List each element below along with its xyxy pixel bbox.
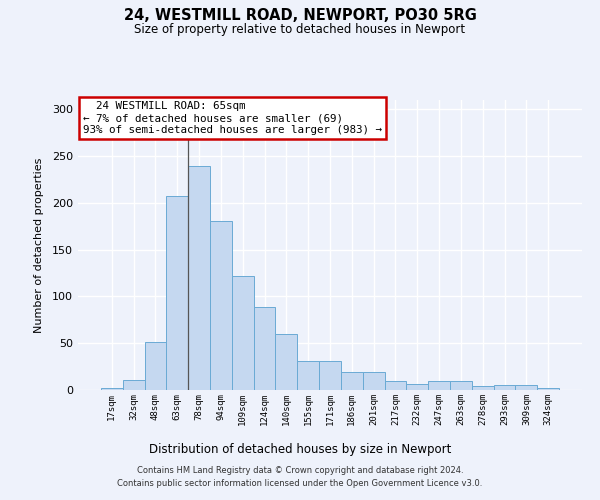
Bar	[428, 380, 450, 390]
Bar	[210, 220, 232, 390]
Bar	[188, 166, 210, 390]
Bar	[472, 386, 494, 390]
Bar	[123, 380, 145, 390]
Bar	[319, 361, 341, 390]
Bar	[297, 361, 319, 390]
Bar	[341, 372, 363, 390]
Bar	[232, 276, 254, 390]
Bar	[406, 384, 428, 390]
Text: Contains HM Land Registry data © Crown copyright and database right 2024.
Contai: Contains HM Land Registry data © Crown c…	[118, 466, 482, 487]
Bar	[166, 196, 188, 390]
Bar	[275, 334, 297, 390]
Bar	[385, 380, 406, 390]
Bar	[363, 372, 385, 390]
Bar	[494, 386, 515, 390]
Bar	[101, 388, 123, 390]
Text: 24 WESTMILL ROAD: 65sqm
← 7% of detached houses are smaller (69)
93% of semi-det: 24 WESTMILL ROAD: 65sqm ← 7% of detached…	[83, 102, 382, 134]
Bar	[515, 386, 537, 390]
Bar	[254, 306, 275, 390]
Text: Distribution of detached houses by size in Newport: Distribution of detached houses by size …	[149, 442, 451, 456]
Text: Size of property relative to detached houses in Newport: Size of property relative to detached ho…	[134, 22, 466, 36]
Bar	[450, 380, 472, 390]
Bar	[537, 388, 559, 390]
Text: 24, WESTMILL ROAD, NEWPORT, PO30 5RG: 24, WESTMILL ROAD, NEWPORT, PO30 5RG	[124, 8, 476, 22]
Y-axis label: Number of detached properties: Number of detached properties	[34, 158, 44, 332]
Bar	[145, 342, 166, 390]
